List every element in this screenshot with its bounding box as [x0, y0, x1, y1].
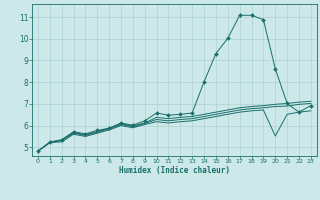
X-axis label: Humidex (Indice chaleur): Humidex (Indice chaleur): [119, 166, 230, 175]
